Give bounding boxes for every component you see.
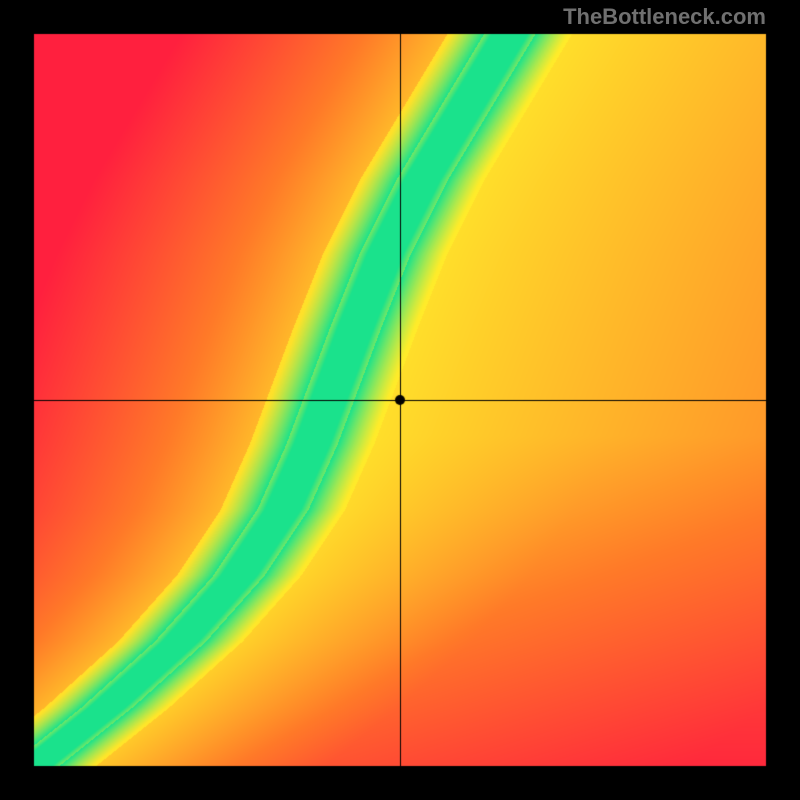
- bottleneck-heatmap: [0, 0, 800, 800]
- watermark-text: TheBottleneck.com: [563, 4, 766, 30]
- chart-container: { "watermark": { "text": "TheBottleneck.…: [0, 0, 800, 800]
